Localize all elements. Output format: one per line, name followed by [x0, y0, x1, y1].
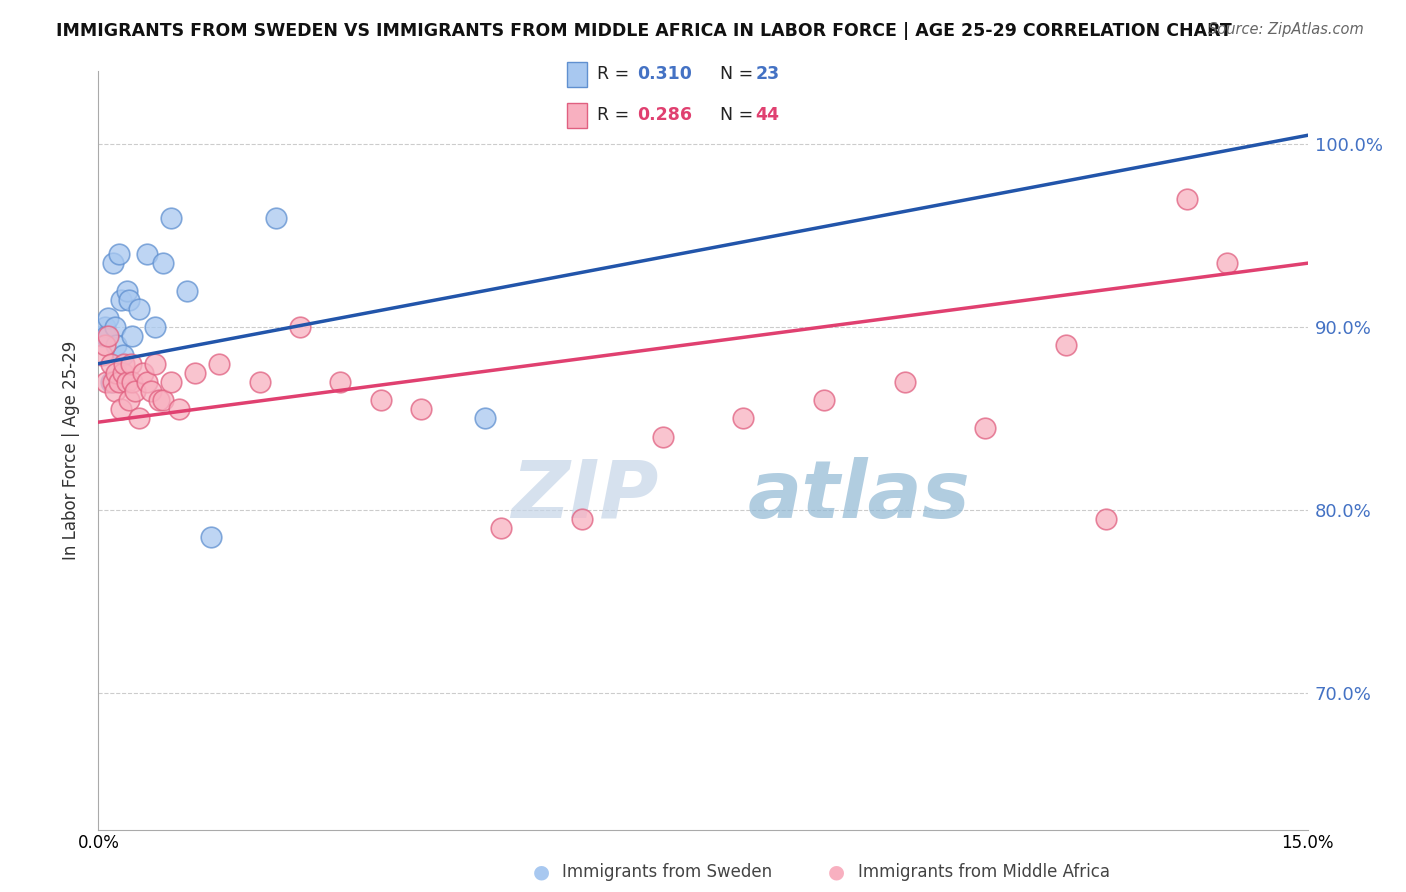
Point — [118, 393, 141, 408]
Text: Immigrants from Sweden: Immigrants from Sweden — [562, 863, 772, 881]
Point — [115, 375, 138, 389]
Point — [249, 375, 271, 389]
Text: 44: 44 — [755, 106, 780, 124]
Text: atlas: atlas — [748, 457, 970, 535]
Point — [200, 530, 222, 544]
Point — [160, 375, 183, 389]
Point — [128, 301, 150, 316]
Point — [111, 347, 134, 361]
Point — [111, 366, 134, 380]
Text: 0.286: 0.286 — [637, 106, 693, 124]
Point — [91, 329, 114, 343]
Text: ●: ● — [828, 863, 845, 882]
Point — [97, 329, 120, 343]
Point — [288, 320, 311, 334]
Text: 23: 23 — [755, 65, 780, 83]
Point — [264, 211, 287, 225]
Point — [112, 357, 135, 371]
Point — [135, 247, 157, 261]
Point — [105, 366, 128, 380]
Point — [100, 357, 122, 371]
Text: ZIP: ZIP — [510, 457, 658, 535]
Point — [733, 411, 755, 425]
Point — [184, 366, 207, 380]
Point — [124, 384, 146, 398]
Point — [94, 338, 117, 352]
Point — [103, 384, 125, 398]
Text: Immigrants from Middle Africa: Immigrants from Middle Africa — [858, 863, 1109, 881]
Text: ●: ● — [533, 863, 550, 882]
Point — [152, 393, 174, 408]
Point — [135, 375, 157, 389]
Point — [101, 256, 124, 270]
Text: N =: N = — [720, 106, 758, 124]
Text: IMMIGRANTS FROM SWEDEN VS IMMIGRANTS FROM MIDDLE AFRICA IN LABOR FORCE | AGE 25-: IMMIGRANTS FROM SWEDEN VS IMMIGRANTS FRO… — [56, 22, 1232, 40]
Point — [91, 347, 114, 361]
Point — [139, 384, 162, 398]
Point — [893, 375, 915, 389]
Point — [176, 284, 198, 298]
Text: R =: R = — [598, 65, 636, 83]
Text: Source: ZipAtlas.com: Source: ZipAtlas.com — [1208, 22, 1364, 37]
Point — [370, 393, 392, 408]
Point — [105, 338, 128, 352]
Point — [148, 393, 170, 408]
Point — [974, 420, 997, 434]
Bar — [567, 103, 588, 128]
Point — [121, 329, 143, 343]
Point — [100, 375, 122, 389]
Point — [107, 247, 129, 261]
Y-axis label: In Labor Force | Age 25-29: In Labor Force | Age 25-29 — [62, 341, 80, 560]
Point — [571, 512, 593, 526]
Text: N =: N = — [720, 65, 758, 83]
Point — [143, 320, 166, 334]
Point — [132, 366, 155, 380]
Point — [110, 402, 132, 417]
Point — [115, 284, 138, 298]
Point — [474, 411, 496, 425]
Point — [118, 293, 141, 307]
Point — [120, 357, 142, 371]
Point — [1175, 192, 1198, 206]
Point — [110, 293, 132, 307]
Point — [96, 329, 118, 343]
Point — [121, 375, 143, 389]
Point — [128, 411, 150, 425]
Point — [491, 521, 513, 535]
Bar — [567, 62, 588, 87]
Point — [143, 357, 166, 371]
Point — [1054, 338, 1077, 352]
Point — [152, 256, 174, 270]
Point — [651, 430, 673, 444]
Text: R =: R = — [598, 106, 636, 124]
Point — [107, 375, 129, 389]
Point — [208, 357, 231, 371]
Point — [813, 393, 835, 408]
Point — [101, 375, 124, 389]
Text: 0.310: 0.310 — [637, 65, 692, 83]
Point — [329, 375, 352, 389]
Point — [409, 402, 432, 417]
Point — [97, 311, 120, 326]
Point — [1216, 256, 1239, 270]
Point — [96, 375, 118, 389]
Point — [167, 402, 190, 417]
Point — [103, 320, 125, 334]
Point — [1095, 512, 1118, 526]
Point — [160, 211, 183, 225]
Point — [94, 320, 117, 334]
